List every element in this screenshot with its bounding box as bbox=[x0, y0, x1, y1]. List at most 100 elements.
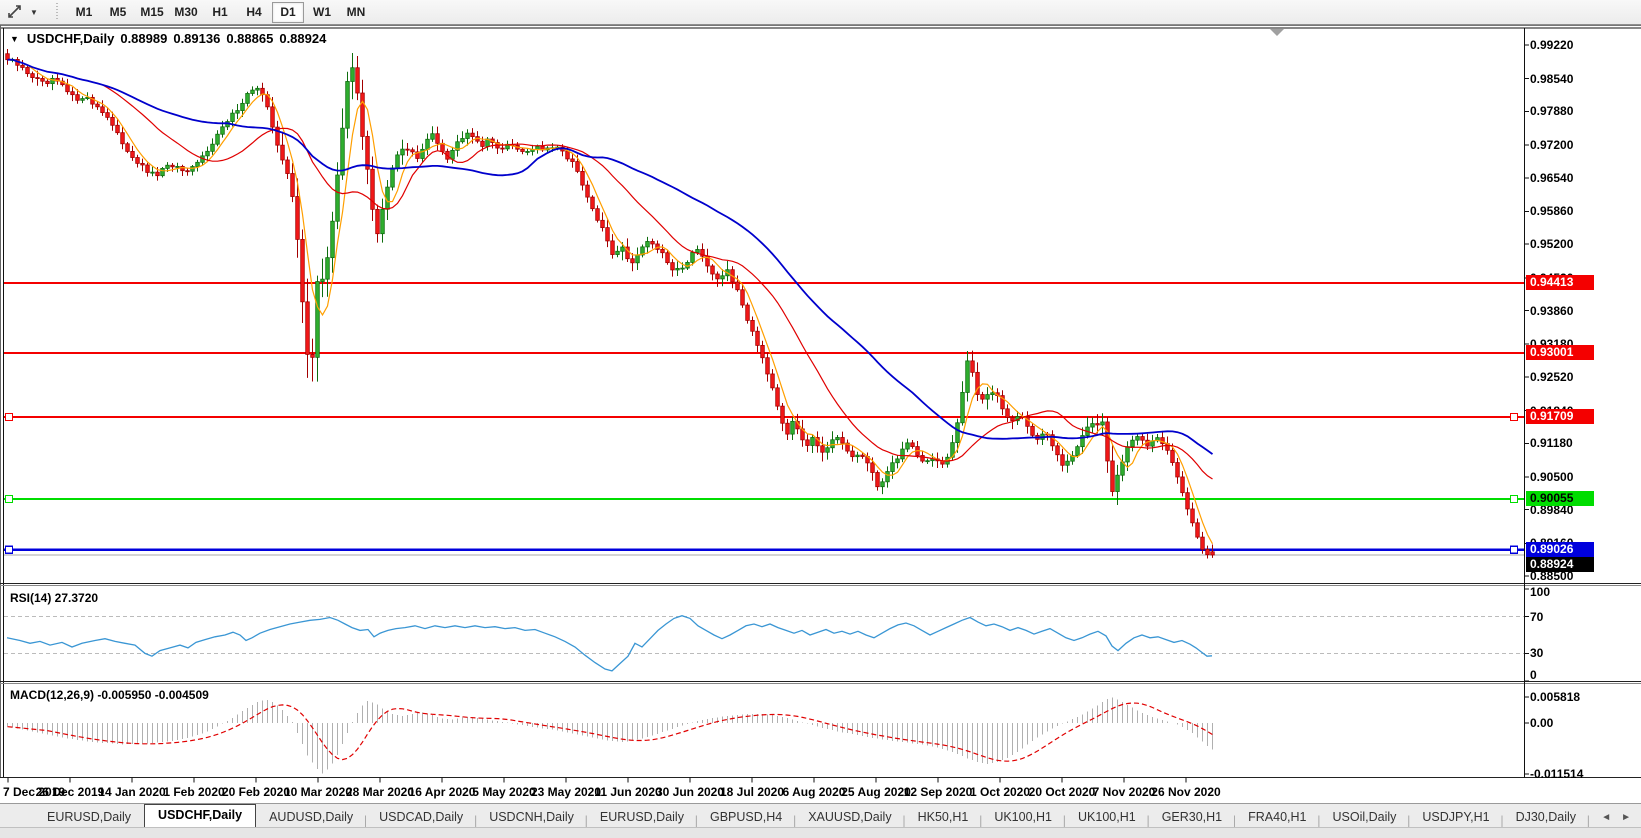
chart-header: ▼ USDCHF,Daily 0.88989 0.89136 0.88865 0… bbox=[10, 31, 326, 46]
tab-scroll-controls: ◄ ► bbox=[1595, 812, 1641, 827]
timeframe-button-m1[interactable]: M1 bbox=[75, 4, 93, 19]
price-tick-label: 0.89840 bbox=[1530, 502, 1574, 517]
chart-tab-bar: EURUSD,Daily USDCHF,Daily AUDUSD,Daily | USD… bbox=[0, 803, 1641, 827]
date-label: 7 Dec 2019 bbox=[3, 785, 66, 799]
macd-tick-label: -0.011514 bbox=[1530, 767, 1584, 782]
tab-usdcad-daily[interactable]: USDCAD,Daily | bbox=[366, 807, 478, 827]
chart-shift-marker-icon[interactable] bbox=[1270, 29, 1284, 36]
level-price-label-0.89026: 0.89026 bbox=[1526, 541, 1594, 557]
price-high: 0.89136 bbox=[173, 31, 221, 46]
level-price-label-0.94413: 0.94413 bbox=[1526, 275, 1594, 291]
date-label: 6 Aug 2020 bbox=[782, 785, 846, 799]
level-price-label-0.90055: 0.90055 bbox=[1526, 490, 1594, 506]
tab-audusd-daily[interactable]: AUDUSD,Daily | bbox=[256, 807, 368, 827]
tab-separator: | bbox=[1317, 814, 1321, 827]
line-handle[interactable] bbox=[4, 545, 14, 555]
tab-eurusd-daily[interactable]: EURUSD,Daily bbox=[47, 810, 132, 824]
tab-uk100-h1[interactable]: UK100,H1 | bbox=[981, 807, 1066, 827]
tab-gbpusd-h4[interactable]: GBPUSD,H4 | bbox=[697, 807, 796, 827]
timeframe-button-w1[interactable]: W1 bbox=[313, 4, 331, 19]
rsi-tick-label: 30 bbox=[1530, 646, 1544, 661]
date-label: 12 Sep 2020 bbox=[903, 785, 973, 799]
date-label: 7 Nov 2020 bbox=[1092, 785, 1156, 799]
timeframe-button-mn[interactable]: MN bbox=[346, 4, 366, 19]
price-tick-label: 0.97200 bbox=[1530, 138, 1574, 153]
date-label: 16 Apr 2020 bbox=[408, 785, 476, 799]
date-label: 20 Feb 2020 bbox=[221, 785, 291, 799]
date-label: 10 Mar 2020 bbox=[283, 785, 353, 799]
collapse-triangle-icon[interactable]: ▼ bbox=[10, 33, 19, 44]
date-label: 1 Oct 2020 bbox=[969, 785, 1031, 799]
date-label: 14 Jan 2020 bbox=[98, 785, 166, 799]
timeframe-button-h4[interactable]: H4 bbox=[246, 4, 262, 19]
line-handle[interactable] bbox=[1509, 494, 1519, 504]
price-tick-label: 0.99220 bbox=[1530, 38, 1574, 52]
line-handle[interactable] bbox=[4, 494, 14, 504]
tab-scroll-right-icon[interactable]: ► bbox=[1621, 812, 1631, 823]
tab-eurusd-daily[interactable]: EURUSD,Daily | bbox=[587, 807, 698, 827]
rsi-tick-label: 70 bbox=[1530, 609, 1544, 624]
price-tick-label: 0.95860 bbox=[1530, 204, 1574, 219]
crosshair-cursor-icon[interactable] bbox=[4, 3, 26, 21]
tab-separator: | bbox=[1407, 814, 1411, 827]
tab-separator: | bbox=[363, 814, 368, 827]
tab-ger30-h1[interactable]: GER30,H1 | bbox=[1149, 807, 1236, 827]
rsi-indicator-label: RSI(14) 27.3720 bbox=[10, 591, 99, 605]
current-price-label: 0.88924 bbox=[1526, 556, 1594, 572]
timeframe-button-m30[interactable]: M30 bbox=[174, 4, 198, 19]
timeframe-button-m5[interactable]: M5 bbox=[109, 4, 127, 19]
tab-dj30-daily[interactable]: DJ30,Daily | bbox=[1503, 807, 1591, 827]
timeframe-button-group: M1 M5 M15 M30 H1 H4 D1 W1 MN bbox=[67, 1, 373, 23]
date-label: 20 Oct 2020 bbox=[1028, 785, 1096, 799]
window-bottom-strip bbox=[0, 827, 1641, 838]
line-handle[interactable] bbox=[1509, 545, 1519, 555]
date-label: 26 Dec 2019 bbox=[35, 785, 105, 799]
tab-usdchf-daily[interactable]: USDCHF,Daily bbox=[144, 804, 257, 827]
tab-xauusd-daily[interactable]: XAUUSD,Daily | bbox=[795, 807, 905, 827]
tab-usdjpy-h1[interactable]: USDJPY,H1 | bbox=[1409, 807, 1504, 827]
macd-tick-label: 0.00 bbox=[1530, 716, 1554, 730]
rsi-tick-label: 100 bbox=[1530, 585, 1551, 599]
medium-ma-line bbox=[7, 58, 1213, 480]
main-chart-canvas[interactable] bbox=[0, 25, 1641, 803]
tab-separator: | bbox=[473, 814, 478, 827]
price-tick-label: 0.96540 bbox=[1530, 170, 1574, 185]
date-label: 5 May 2020 bbox=[472, 785, 536, 799]
price-tick-label: 0.90500 bbox=[1530, 469, 1574, 484]
tab-usdcnh-daily[interactable]: USDCNH,Daily | bbox=[476, 807, 588, 827]
chart-window: ▼ USDCHF,Daily 0.88989 0.89136 0.88865 0… bbox=[0, 25, 1641, 803]
price-tick-label: 0.97880 bbox=[1530, 104, 1574, 119]
toolbar-grip-handle[interactable] bbox=[54, 3, 61, 21]
macd-indicator-label: MACD(12,26,9) -0.005950 -0.004509 bbox=[10, 688, 209, 702]
chevron-down-icon[interactable]: ▼ bbox=[30, 7, 38, 17]
price-tick-label: 0.98540 bbox=[1530, 71, 1574, 86]
tab-uk100-h1[interactable]: UK100,H1 | bbox=[1065, 807, 1150, 827]
price-low: 0.88865 bbox=[226, 31, 274, 46]
date-label: 28 Mar 2020 bbox=[345, 785, 415, 799]
tab-usoil-daily[interactable]: USOil,Daily | bbox=[1320, 807, 1411, 827]
price-tick-label: 0.88500 bbox=[1530, 569, 1574, 583]
price-open: 0.88989 bbox=[120, 31, 168, 46]
line-handle[interactable] bbox=[1509, 412, 1519, 422]
tab-separator: | bbox=[1500, 814, 1504, 827]
tab-hk50-h1[interactable]: HK50,H1 | bbox=[905, 807, 983, 827]
date-label: 11 Jun 2020 bbox=[594, 785, 662, 799]
tab-fra40-h1[interactable]: FRA40,H1 | bbox=[1235, 807, 1321, 827]
cursor-tool-group[interactable]: ▼ bbox=[0, 0, 44, 24]
tab-scroll-left-icon[interactable]: ◄ bbox=[1601, 812, 1612, 823]
date-label: 26 Nov 2020 bbox=[1151, 785, 1221, 799]
rsi-line bbox=[6, 615, 1213, 672]
rsi-tick-label: 0 bbox=[1530, 668, 1537, 682]
line-handle[interactable] bbox=[4, 412, 14, 422]
tab-separator: | bbox=[1586, 814, 1591, 827]
tab-china300-h1[interactable]: CHINA300,H1| bbox=[1589, 807, 1595, 827]
timeframe-button-m15[interactable]: M15 bbox=[140, 4, 164, 19]
timeframe-button-d1[interactable]: D1 bbox=[272, 1, 304, 23]
date-label: 18 Jul 2020 bbox=[719, 785, 785, 799]
date-label: 25 Aug 2020 bbox=[841, 785, 911, 799]
toolbar: ▼ M1 M5 M15 M30 H1 H4 D1 W1 MN bbox=[0, 0, 1641, 25]
timeframe-button-h1[interactable]: H1 bbox=[212, 4, 228, 19]
price-tick-label: 0.92520 bbox=[1530, 369, 1574, 384]
macd-tick-label: 0.005818 bbox=[1530, 690, 1581, 705]
